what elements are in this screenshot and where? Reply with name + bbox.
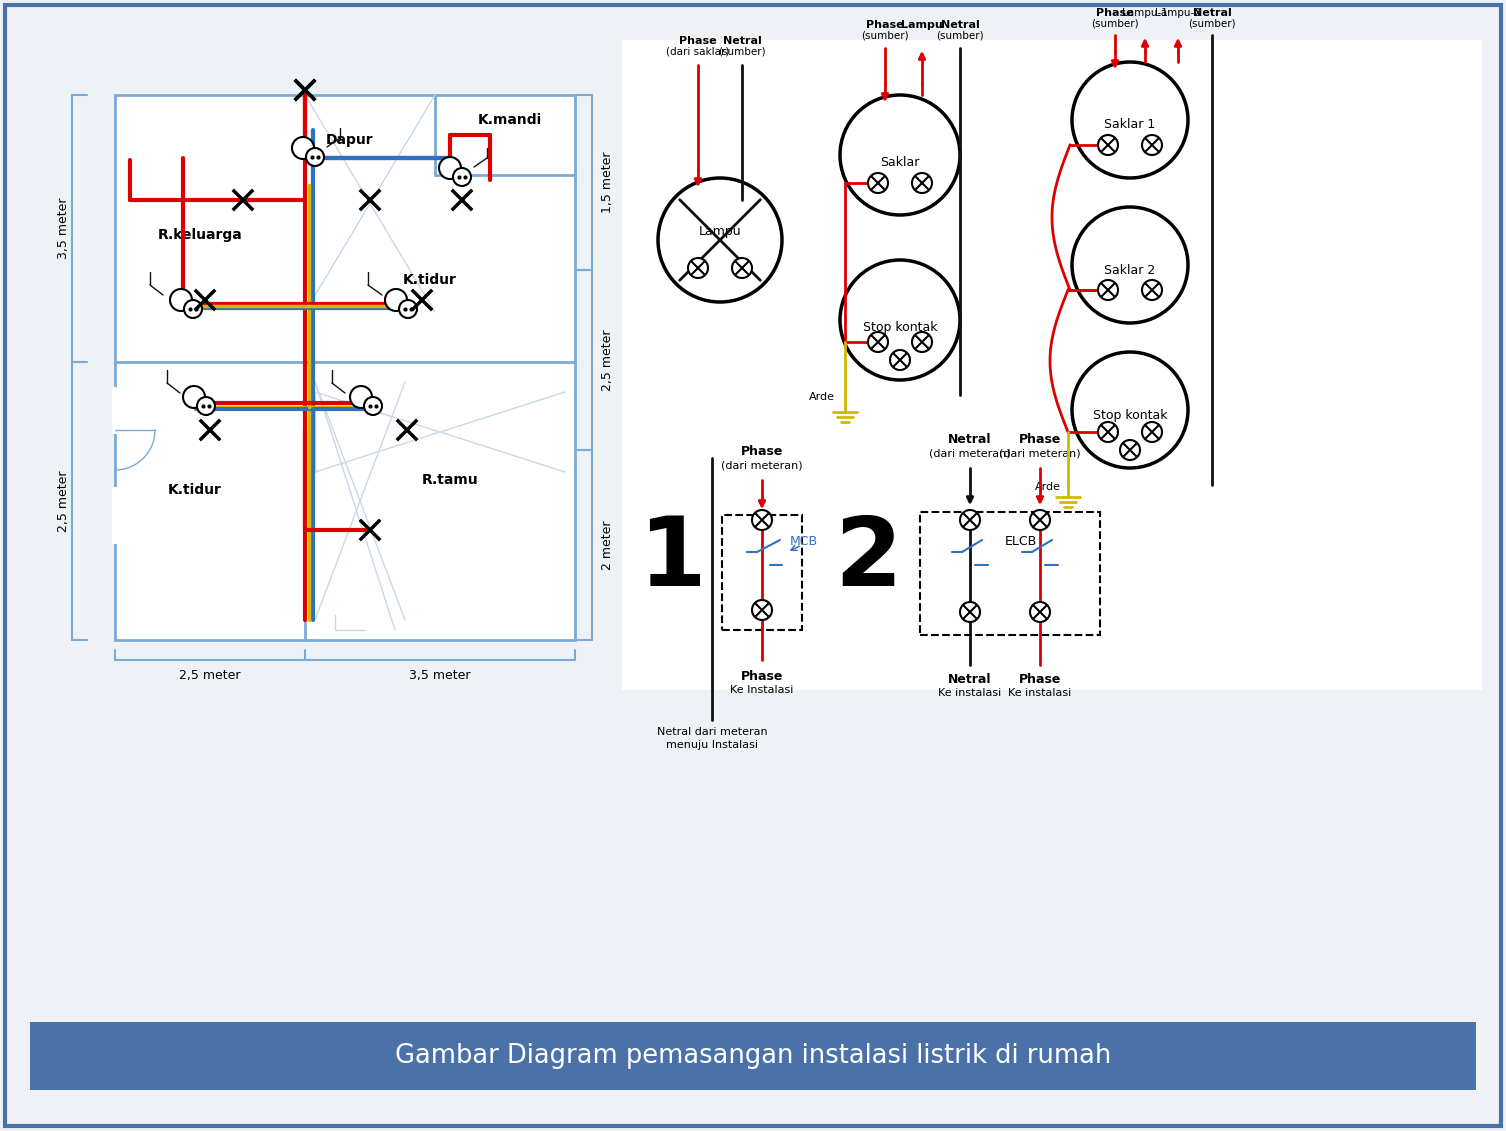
- Text: Phase: Phase: [866, 20, 904, 31]
- Text: (dari saklar): (dari saklar): [666, 48, 730, 57]
- Circle shape: [1072, 62, 1188, 178]
- Circle shape: [386, 290, 407, 311]
- Circle shape: [751, 510, 773, 530]
- Text: Phase: Phase: [1020, 673, 1062, 687]
- Circle shape: [1098, 280, 1117, 300]
- Circle shape: [306, 148, 324, 166]
- Circle shape: [1142, 135, 1163, 155]
- Text: Ke instalasi: Ke instalasi: [938, 688, 1001, 698]
- Text: K.mandi: K.mandi: [477, 113, 542, 127]
- Text: menuju Instalasi: menuju Instalasi: [666, 740, 758, 750]
- Text: 1: 1: [639, 513, 706, 606]
- Circle shape: [364, 397, 383, 415]
- Circle shape: [1030, 510, 1050, 530]
- Circle shape: [1030, 602, 1050, 622]
- FancyBboxPatch shape: [622, 40, 1482, 690]
- Text: 1,5 meter: 1,5 meter: [601, 152, 614, 213]
- Text: 3,5 meter: 3,5 meter: [57, 197, 71, 259]
- Circle shape: [867, 173, 889, 193]
- Text: 3,5 meter: 3,5 meter: [410, 668, 471, 682]
- Circle shape: [658, 178, 782, 302]
- Text: (sumber): (sumber): [718, 48, 767, 57]
- Circle shape: [1120, 440, 1140, 460]
- Text: Saklar: Saklar: [881, 156, 920, 170]
- Circle shape: [732, 258, 751, 278]
- Circle shape: [349, 386, 372, 408]
- Circle shape: [840, 260, 959, 380]
- Text: (sumber): (sumber): [1092, 19, 1139, 29]
- Circle shape: [688, 258, 708, 278]
- Text: Netral: Netral: [723, 36, 762, 46]
- Circle shape: [292, 137, 313, 159]
- Text: Gambar Diagram pemasangan instalasi listrik di rumah: Gambar Diagram pemasangan instalasi list…: [395, 1043, 1111, 1069]
- Text: (sumber): (sumber): [1188, 19, 1236, 29]
- Text: 2,5 meter: 2,5 meter: [601, 329, 614, 390]
- Text: (dari meteran): (dari meteran): [929, 448, 1011, 458]
- Text: (sumber): (sumber): [937, 31, 983, 41]
- Text: Lampu-1: Lampu-1: [1122, 8, 1169, 18]
- Text: Netral dari meteran: Netral dari meteran: [657, 727, 768, 737]
- Text: K.tidur: K.tidur: [404, 273, 456, 287]
- FancyBboxPatch shape: [30, 1022, 1476, 1090]
- Text: Saklar 1: Saklar 1: [1104, 119, 1155, 131]
- Text: Phase: Phase: [741, 670, 783, 683]
- Circle shape: [1098, 135, 1117, 155]
- Circle shape: [1142, 280, 1163, 300]
- Bar: [721, 515, 803, 630]
- Text: Ke Instalasi: Ke Instalasi: [730, 685, 794, 696]
- Text: Phase: Phase: [1020, 433, 1062, 446]
- Text: R.keluarga: R.keluarga: [158, 228, 242, 242]
- Circle shape: [840, 95, 959, 215]
- Text: Netral: Netral: [941, 20, 979, 31]
- Text: Lampu: Lampu: [699, 225, 741, 239]
- Text: Ke instalasi: Ke instalasi: [1009, 688, 1072, 698]
- Text: Arde: Arde: [809, 392, 834, 402]
- Text: ELCB: ELCB: [1005, 535, 1038, 549]
- Text: 2 meter: 2 meter: [601, 520, 614, 570]
- Text: Stop kontak: Stop kontak: [1093, 408, 1167, 422]
- Circle shape: [913, 173, 932, 193]
- Text: Phase: Phase: [679, 36, 717, 46]
- Circle shape: [197, 397, 215, 415]
- Circle shape: [184, 300, 202, 318]
- Text: MCB: MCB: [791, 535, 818, 549]
- Circle shape: [184, 386, 205, 408]
- Circle shape: [867, 333, 889, 352]
- Text: (dari meteran): (dari meteran): [998, 448, 1081, 458]
- Text: Arde: Arde: [1035, 482, 1062, 492]
- Text: Phase: Phase: [741, 444, 783, 458]
- Text: Phase: Phase: [1096, 8, 1134, 18]
- Text: Netral: Netral: [949, 433, 992, 446]
- Circle shape: [751, 601, 773, 620]
- Text: K.tidur: K.tidur: [169, 483, 221, 497]
- Text: Stop kontak: Stop kontak: [863, 321, 937, 335]
- Text: (dari meteran): (dari meteran): [721, 460, 803, 470]
- Circle shape: [170, 290, 191, 311]
- Text: 2,5 meter: 2,5 meter: [57, 470, 71, 532]
- Circle shape: [453, 169, 471, 185]
- Circle shape: [890, 349, 910, 370]
- Circle shape: [1072, 207, 1188, 323]
- Text: Dapur: Dapur: [327, 133, 373, 147]
- Text: Netral: Netral: [949, 673, 992, 687]
- Text: Netral: Netral: [1193, 8, 1232, 18]
- Text: R.tamu: R.tamu: [422, 473, 479, 487]
- Text: Saklar 2: Saklar 2: [1104, 264, 1155, 276]
- Text: 2: 2: [834, 513, 902, 606]
- Circle shape: [959, 510, 980, 530]
- Text: (sumber): (sumber): [861, 31, 908, 41]
- Circle shape: [1072, 352, 1188, 468]
- Circle shape: [1142, 422, 1163, 442]
- Circle shape: [399, 300, 417, 318]
- Text: Lampu-2: Lampu-2: [1155, 8, 1200, 18]
- Circle shape: [440, 157, 461, 179]
- Bar: [920, 512, 1099, 634]
- Text: 2,5 meter: 2,5 meter: [179, 668, 241, 682]
- Circle shape: [959, 602, 980, 622]
- Text: Lampu: Lampu: [901, 20, 943, 31]
- FancyBboxPatch shape: [114, 95, 575, 640]
- Circle shape: [913, 333, 932, 352]
- Circle shape: [1098, 422, 1117, 442]
